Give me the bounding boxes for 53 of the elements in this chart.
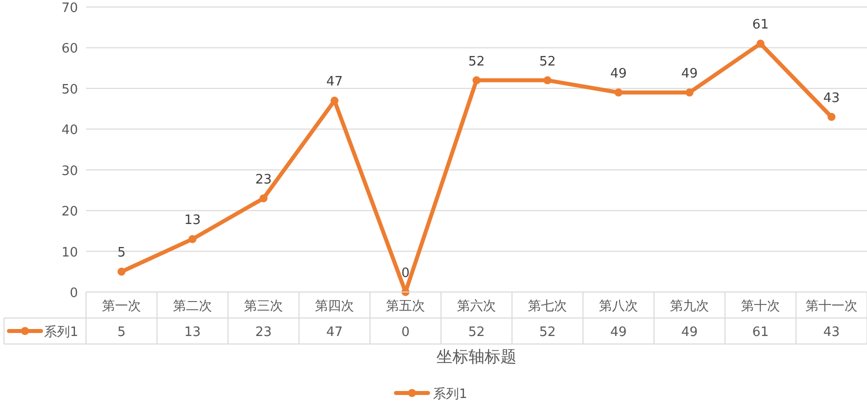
x-tick-label: 第七次 <box>528 299 567 314</box>
point <box>828 112 836 121</box>
x-tick-label: 第三次 <box>244 299 283 314</box>
data-label: 43 <box>823 325 840 340</box>
data-label: 0 <box>401 325 410 340</box>
point <box>544 76 552 84</box>
annotation: 0 <box>401 266 410 281</box>
annotation: 49 <box>610 66 627 82</box>
y-tick-label: 40 <box>61 123 78 138</box>
annotation: 49 <box>681 66 698 82</box>
x-tick-label: 第九次 <box>670 299 709 314</box>
annotation: 47 <box>326 74 343 90</box>
y-tick-label: 10 <box>61 245 78 260</box>
y-tick-label: 50 <box>61 82 78 98</box>
point <box>472 76 480 84</box>
x-tick-label: 第五次 <box>386 299 425 314</box>
y-tick-label: 20 <box>61 204 78 220</box>
data-label: 47 <box>326 325 343 340</box>
point <box>260 194 268 202</box>
x-tick-label: 第六次 <box>457 299 496 314</box>
x-axis-title: 坐标轴标题 <box>436 347 516 366</box>
data-label: 49 <box>610 325 627 340</box>
annotation: 52 <box>539 54 556 70</box>
x-tick-label: 第十次 <box>741 299 780 314</box>
y-tick-label: 0 <box>70 286 78 301</box>
y-tick-label: 60 <box>61 42 78 57</box>
x-tick-label: 第一次 <box>102 299 141 314</box>
data-label: 52 <box>539 325 556 340</box>
y-tick-label: 70 <box>61 1 78 16</box>
text: 系列1 <box>433 387 468 402</box>
annotation: 23 <box>255 172 272 188</box>
data-label: 52 <box>468 325 485 340</box>
data-label: 13 <box>184 325 201 340</box>
annotation: 61 <box>752 18 769 33</box>
legend-label: 系列1 <box>44 325 78 340</box>
data-label: 49 <box>681 325 698 340</box>
point <box>188 235 196 244</box>
data-label: 5 <box>117 325 126 340</box>
point <box>756 40 764 48</box>
annotation: 52 <box>468 54 485 70</box>
annotation: 5 <box>117 246 126 261</box>
x-tick-label: 第十一次 <box>806 299 858 314</box>
point <box>686 88 694 96</box>
x-tick-label: 第八次 <box>599 299 638 314</box>
annotation: 13 <box>184 213 201 228</box>
x-tick-label: 第四次 <box>315 299 354 314</box>
data-label: 61 <box>752 325 769 340</box>
point <box>118 268 126 276</box>
annotation: 43 <box>823 90 840 106</box>
x-tick-label: 第二次 <box>173 299 212 314</box>
data-label: 23 <box>255 325 272 340</box>
point <box>614 88 622 96</box>
y-tick-label: 30 <box>61 164 78 179</box>
